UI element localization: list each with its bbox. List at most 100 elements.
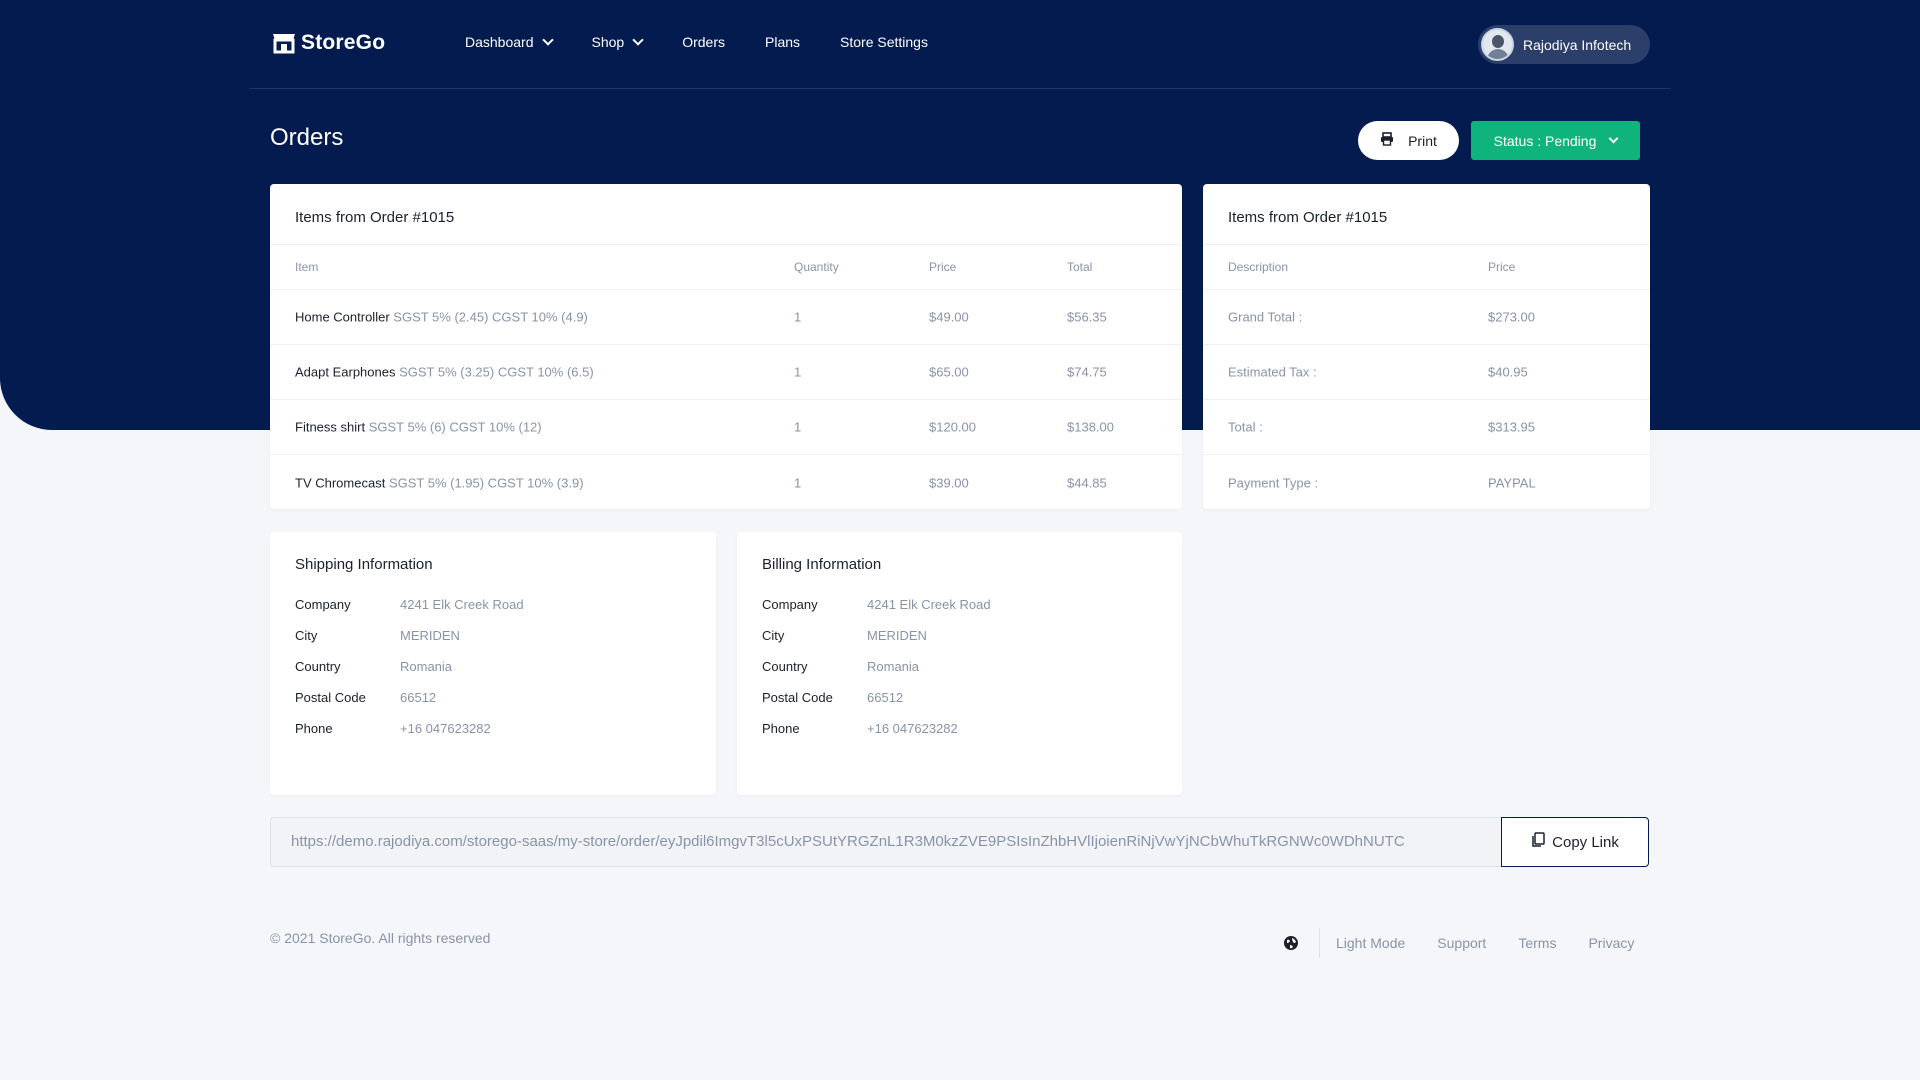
order-summary-title: Items from Order #1015 (1203, 184, 1650, 245)
nav-dashboard[interactable]: Dashboard (465, 34, 554, 50)
summary-label: Total : (1228, 419, 1263, 435)
page-title: Orders (270, 124, 344, 151)
order-link-field[interactable]: https://demo.rajodiya.com/storego-saas/m… (270, 817, 1502, 867)
nav-plans-label: Plans (765, 34, 801, 50)
item-tax: SGST 5% (1.95) CGST 10% (3.9) (388, 475, 584, 490)
table-row: Adapt Earphones SGST 5% (3.25) CGST 10% … (270, 345, 1182, 400)
col-total: Total (1067, 260, 1093, 274)
list-item: Country Romania (762, 651, 1157, 682)
info-value: 4241 Elk Creek Road (867, 597, 991, 612)
item-total: $44.85 (1067, 475, 1107, 490)
shipping-info-card: Shipping Information Company 4241 Elk Cre… (270, 532, 716, 795)
shipping-list: Company 4241 Elk Creek Road City MERIDEN C… (270, 573, 716, 744)
item-qty: 1 (794, 475, 802, 490)
info-label: Country (295, 659, 341, 674)
summary-value: $313.95 (1488, 419, 1535, 435)
table-row: Fitness shirt SGST 5% (6) CGST 10% (12) … (270, 400, 1182, 455)
status-label: Status : Pending (1493, 132, 1597, 149)
info-label: Company (762, 597, 818, 612)
print-button[interactable]: Print (1358, 121, 1459, 160)
table-row: TV Chromecast SGST 5% (1.95) CGST 10% (3… (270, 455, 1182, 510)
item-name: Adapt Earphones (295, 364, 396, 380)
nav-shop[interactable]: Shop (591, 34, 644, 50)
summary-label: Estimated Tax : (1228, 364, 1317, 380)
item-name: Fitness shirt (295, 419, 366, 435)
summary-label: Grand Total : (1228, 309, 1303, 325)
info-label: City (762, 628, 785, 643)
info-value: 4241 Elk Creek Road (400, 597, 524, 612)
order-items-title: Items from Order #1015 (270, 184, 1182, 245)
list-item: Country Romania (295, 651, 691, 682)
item-cell: Home Controller SGST 5% (2.45) CGST 10% … (295, 310, 588, 325)
info-label: Postal Code (295, 690, 366, 705)
item-price: $39.00 (929, 475, 969, 490)
info-label: Country (762, 659, 808, 674)
footer-links: Light Mode Support Terms Privacy (1283, 928, 1634, 958)
item-cell: Fitness shirt SGST 5% (6) CGST 10% (12) (295, 420, 542, 435)
col-price: Price (1488, 260, 1516, 274)
info-label: Phone (295, 721, 333, 736)
col-item: Item (295, 260, 319, 274)
item-tax: SGST 5% (6) CGST 10% (12) (368, 419, 542, 435)
order-summary-header: Description Price (1203, 245, 1650, 290)
globe-icon[interactable] (1283, 935, 1299, 951)
table-row: Estimated Tax : $40.95 (1203, 345, 1650, 400)
item-price: $49.00 (929, 309, 969, 325)
info-value: +16 047623282 (400, 721, 491, 736)
nav-orders[interactable]: Orders (682, 34, 725, 50)
nav-store-settings-label: Store Settings (840, 34, 928, 50)
info-value: Romania (867, 659, 920, 674)
footer-link-terms[interactable]: Terms (1518, 935, 1557, 951)
col-description: Description (1228, 260, 1289, 274)
info-label: Phone (762, 721, 800, 736)
printer-icon (1380, 132, 1394, 149)
store-icon (271, 32, 297, 54)
user-menu[interactable]: Rajodiya Infotech (1478, 25, 1650, 64)
item-cell: Adapt Earphones SGST 5% (3.25) CGST 10% … (295, 365, 594, 380)
list-item: Phone +16 047623282 (762, 713, 1157, 744)
info-value: MERIDEN (867, 628, 927, 643)
nav-dashboard-label: Dashboard (465, 34, 534, 50)
table-row: Grand Total : $273.00 (1203, 290, 1650, 345)
shipping-title: Shipping Information (295, 556, 433, 573)
item-tax: SGST 5% (2.45) CGST 10% (4.9) (393, 309, 588, 325)
status-dropdown[interactable]: Status : Pending (1471, 121, 1640, 160)
brand-logo[interactable]: StoreGo (271, 31, 385, 55)
info-label: Postal Code (762, 690, 833, 705)
nav-store-settings[interactable]: Store Settings (840, 34, 928, 50)
footer-link-support[interactable]: Support (1437, 935, 1487, 951)
item-name: TV Chromecast (295, 475, 386, 490)
print-label: Print (1408, 132, 1437, 149)
brand-name: StoreGo (301, 31, 386, 54)
summary-value: $40.95 (1488, 364, 1528, 380)
col-price: Price (929, 260, 957, 274)
table-row: Home Controller SGST 5% (2.45) CGST 10% … (270, 290, 1182, 345)
info-value: 66512 (867, 690, 904, 705)
chevron-down-icon (1608, 133, 1619, 144)
user-name: Rajodiya Infotech (1523, 36, 1632, 53)
info-value: 66512 (400, 690, 437, 705)
list-item: Postal Code 66512 (295, 682, 691, 713)
item-total: $138.00 (1067, 419, 1114, 435)
info-value: +16 047623282 (867, 721, 958, 736)
list-item: City MERIDEN (295, 620, 691, 651)
chevron-down-icon (541, 34, 554, 46)
item-total: $74.75 (1067, 364, 1107, 380)
item-price: $120.00 (929, 419, 976, 435)
info-label: Company (295, 597, 351, 612)
footer-link-light-mode[interactable]: Light Mode (1336, 935, 1406, 951)
nav-orders-label: Orders (682, 34, 725, 50)
main-nav: Dashboard Shop Orders Plans Store Settin… (465, 34, 928, 50)
footer-copyright: © 2021 StoreGo. All rights reserved (270, 930, 491, 946)
nav-plans[interactable]: Plans (765, 34, 800, 50)
copy-link-button[interactable]: Copy Link (1501, 817, 1649, 867)
summary-value: $273.00 (1488, 309, 1535, 325)
item-price: $65.00 (929, 364, 969, 380)
footer-link-privacy[interactable]: Privacy (1588, 935, 1635, 951)
billing-list: Company 4241 Elk Creek Road City MERIDEN C… (737, 573, 1182, 744)
billing-title: Billing Information (762, 556, 882, 573)
info-value: Romania (400, 659, 453, 674)
order-summary-card: Items from Order #1015 Description Price… (1203, 184, 1650, 509)
info-label: City (295, 628, 318, 643)
nav-shop-label: Shop (591, 34, 625, 50)
